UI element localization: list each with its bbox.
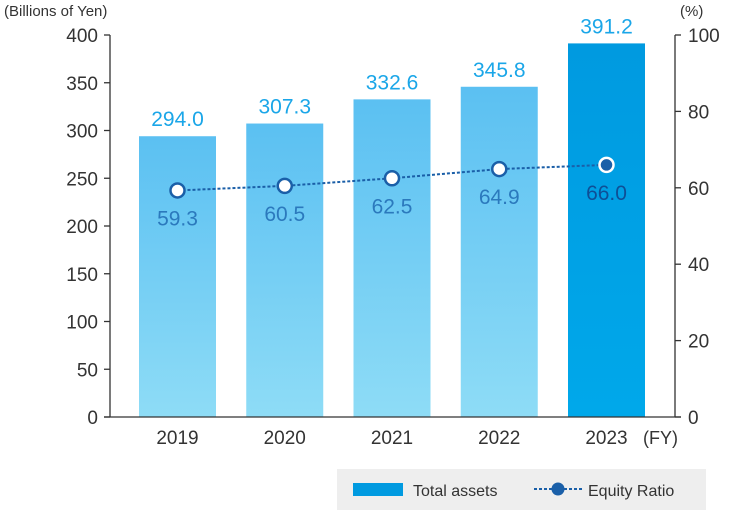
legend-line-label: Equity Ratio	[588, 483, 674, 500]
y-left-tick-label: 150	[66, 265, 98, 286]
bar-label-2023: 391.2	[580, 15, 633, 38]
point-labels: 59.3 60.5 62.5 64.9 66.0	[157, 182, 627, 231]
bar-2021	[353, 99, 431, 417]
y-left-tick-label: 400	[66, 26, 98, 47]
y-left-ticks: 0 50 100 150 200 250 300 350 400	[66, 26, 110, 429]
bar-label-2021: 332.6	[366, 71, 419, 94]
legend: Total assets Equity Ratio	[337, 469, 706, 510]
bar-label-2020: 307.3	[258, 96, 311, 119]
y-right-tick-label: 40	[688, 255, 709, 276]
x-tick-label-2019: 2019	[156, 428, 198, 449]
y-right-tick-label: 60	[688, 179, 709, 200]
y-left-tick-label: 300	[66, 122, 98, 143]
y-left-tick-label: 350	[66, 74, 98, 95]
equity-point-2023	[598, 156, 615, 174]
equity-point-2020	[276, 177, 293, 195]
bar-label-2019: 294.0	[151, 108, 204, 131]
y-left-tick-label: 200	[66, 217, 98, 238]
equity-label-2023: 66.0	[586, 182, 627, 205]
x-unit-label: (FY)	[643, 428, 678, 448]
y-right-tick-label: 80	[688, 102, 709, 123]
y-left-tick-label: 0	[87, 408, 98, 429]
y-right-ticks: 0 20 40 60 80 100	[675, 26, 720, 429]
y-right-axis-label: (%)	[680, 3, 703, 20]
bar-2019	[139, 136, 216, 418]
bar-label-2022: 345.8	[473, 59, 526, 82]
bar-2020	[246, 123, 324, 417]
bar-2023	[568, 43, 645, 418]
y-right-tick-label: 20	[688, 332, 709, 353]
bars	[139, 43, 645, 418]
equity-label-2020: 60.5	[264, 203, 305, 226]
y-left-tick-label: 250	[66, 169, 98, 190]
bar-labels: 294.0 307.3 332.6 345.8 391.2	[151, 15, 633, 131]
y-left-tick-label: 50	[77, 360, 98, 381]
y-left-tick-label: 100	[66, 313, 98, 334]
x-tick-label-2020: 2020	[264, 428, 306, 449]
y-left-axis-label: (Billions of Yen)	[4, 3, 107, 20]
x-tick-label-2021: 2021	[371, 428, 413, 449]
legend-bar-label: Total assets	[413, 483, 497, 500]
equity-label-2021: 62.5	[372, 195, 413, 218]
equity-ratio-line	[169, 156, 615, 199]
x-ticks: 2019 2020 2021 2022 2023	[156, 428, 627, 449]
equity-point-2022	[491, 160, 508, 178]
y-right-tick-label: 0	[688, 408, 699, 429]
bar-2022	[460, 86, 538, 418]
equity-point-2019	[169, 182, 186, 199]
y-right-tick-label: 100	[688, 26, 720, 47]
equity-label-2022: 64.9	[479, 186, 520, 209]
equity-label-2019: 59.3	[157, 207, 198, 230]
equity-point-2021	[383, 170, 401, 187]
x-tick-label-2022: 2022	[478, 428, 520, 449]
x-tick-label-2023: 2023	[585, 428, 627, 449]
legend-line-marker	[551, 482, 565, 496]
equity-ratio-polyline	[177, 163, 607, 192]
legend-bar-swatch	[353, 483, 403, 496]
